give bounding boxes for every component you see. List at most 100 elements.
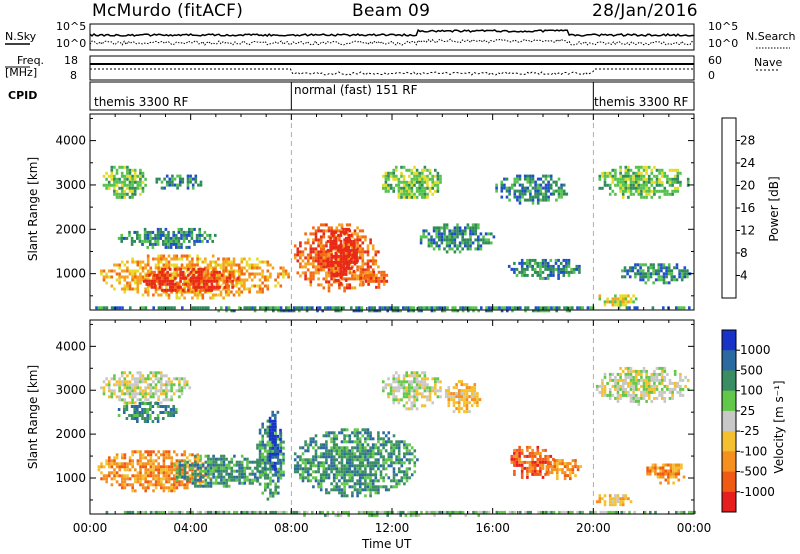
scatter-cell: [408, 189, 411, 193]
scatter-cell: [355, 306, 358, 310]
scatter-cell: [358, 488, 362, 492]
scatter-cell: [259, 306, 262, 310]
scatter-cell: [306, 458, 310, 462]
scatter-cell: [167, 380, 171, 384]
scatter-cell: [250, 278, 254, 282]
scatter-cell: [330, 274, 333, 278]
scatter-cell: [332, 455, 336, 459]
scatter-cell: [666, 372, 669, 376]
scatter-cell: [253, 466, 257, 470]
scatter-cell: [453, 244, 457, 248]
scatter-cell: [550, 465, 554, 469]
scatter-cell: [204, 484, 208, 488]
scatter-cell: [314, 259, 318, 263]
scatter-cell: [347, 233, 351, 237]
scatter-cell: [637, 174, 641, 178]
scatter-cell: [214, 481, 218, 485]
scatter-cell: [193, 456, 197, 460]
scatter-cell: [204, 275, 207, 279]
scatter-cell: [361, 455, 365, 459]
scatter-cell: [237, 278, 241, 282]
scatter-cell: [653, 186, 656, 190]
scatter-cell: [408, 192, 411, 196]
scatter-cell: [120, 374, 124, 378]
scatter-cell: [403, 476, 406, 480]
scatter-cell: [534, 186, 537, 190]
scatter-cell: [402, 386, 406, 390]
scatter-cell: [131, 465, 134, 469]
scatter-cell: [312, 232, 315, 236]
scatter-cell: [144, 471, 147, 475]
scatter-cell: [139, 465, 142, 469]
scatter-cell: [473, 383, 477, 387]
scatter-cell: [139, 275, 142, 279]
scatter-cell: [271, 425, 274, 429]
scatter-cell: [314, 256, 318, 260]
scatter-cell: [350, 233, 353, 237]
scatter-cell: [123, 177, 127, 181]
scatter-cell: [679, 378, 682, 382]
scatter-cell: [151, 230, 155, 234]
scatter-cell: [531, 180, 535, 184]
scatter-cell: [141, 414, 144, 417]
scatter-cell: [304, 461, 307, 465]
scatter-cell: [266, 263, 270, 267]
scatter-cell: [139, 380, 142, 384]
scatter-cell: [428, 395, 432, 399]
scatter-cell: [493, 306, 496, 310]
scatter-cell: [100, 269, 103, 273]
scatter-cell: [663, 186, 667, 190]
scatter-cell: [240, 272, 244, 276]
scatter-cell: [508, 186, 511, 190]
scatter-cell: [243, 475, 247, 479]
scatter-cell: [126, 281, 129, 285]
scatter-cell: [670, 275, 674, 279]
scatter-cell: [575, 264, 579, 268]
scatter-cell: [384, 171, 388, 175]
scatter-cell: [549, 183, 553, 187]
scatter-cell: [557, 270, 560, 274]
scatter-cell: [183, 486, 186, 490]
scatter-cell: [332, 476, 336, 480]
scatter-cell: [621, 174, 625, 178]
scatter-cell: [253, 472, 257, 476]
scatter-cell: [628, 266, 632, 270]
scatter-cell: [178, 180, 182, 184]
scatter-cell: [181, 273, 185, 277]
scatter-cell: [175, 233, 178, 237]
scatter-cell: [301, 259, 305, 263]
scatter-cell: [162, 263, 166, 267]
scatter-cell: [136, 377, 140, 381]
scatter-cell: [428, 168, 432, 172]
scatter-cell: [608, 378, 612, 382]
scatter-cell: [356, 235, 359, 239]
scatter-cell: [309, 479, 313, 483]
scatter-cell: [102, 392, 106, 396]
scatter-cell: [225, 457, 228, 461]
scatter-cell: [133, 192, 137, 196]
scatter-cell: [186, 486, 189, 490]
scatter-cell: [353, 274, 357, 278]
scatter-cell: [438, 238, 441, 242]
scatter-cell: [477, 238, 480, 242]
scatter-cell: [299, 446, 302, 450]
scatter-cell: [413, 464, 417, 468]
scatter-cell: [180, 263, 184, 267]
scatter-cell: [485, 306, 488, 310]
scatter-cell: [351, 253, 354, 257]
scatter-cell: [131, 180, 134, 184]
scatter-cell: [219, 284, 223, 288]
scatter-cell: [396, 309, 400, 313]
scatter-cell: [634, 183, 638, 187]
scatter-cell: [161, 276, 164, 280]
scatter-cell: [165, 386, 168, 390]
scatter-cell: [397, 455, 401, 459]
scatter-cell: [268, 458, 272, 462]
scatter-cell: [410, 407, 414, 411]
scatter-cell: [603, 303, 607, 307]
scatter-cell: [296, 253, 300, 257]
scatter-cell: [377, 250, 380, 254]
scatter-cell: [266, 284, 270, 288]
scatter-cell: [271, 422, 274, 426]
scatter-cell: [169, 236, 173, 240]
